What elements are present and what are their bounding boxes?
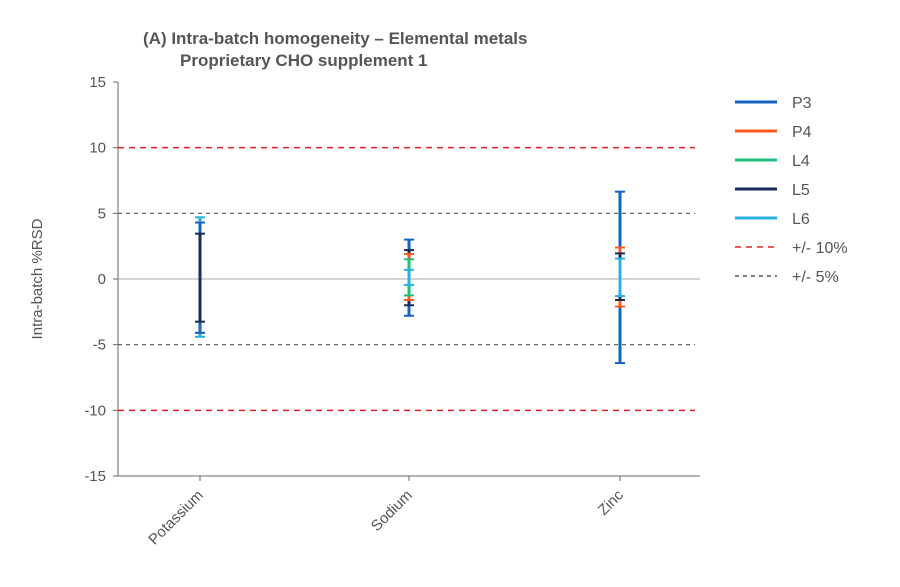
legend-label-L4: L4 <box>792 153 810 170</box>
y-tick-label: -15 <box>84 468 106 485</box>
legend-label-ref: +/- 5% <box>792 269 839 286</box>
subtitle-line: Proprietary CHO supplement 1 <box>180 51 428 70</box>
y-tick-label: -5 <box>93 337 106 354</box>
legend-label-L6: L6 <box>792 211 810 228</box>
legend-label-L5: L5 <box>792 182 810 199</box>
chart-title: (A) Intra-batch homogeneity – Elemental … <box>143 28 527 72</box>
x-tick-label: Sodium <box>368 487 416 535</box>
y-tick-label: 0 <box>98 271 106 288</box>
y-tick-label: 15 <box>89 74 106 91</box>
y-tick-label: 10 <box>89 140 106 157</box>
y-tick-label: 5 <box>98 205 106 222</box>
legend-label-P3: P3 <box>792 95 812 112</box>
legend-label-ref: +/- 10% <box>792 240 848 257</box>
x-tick-label: Potassium <box>145 487 207 549</box>
y-axis-label: Intra-batch %RSD <box>29 218 46 339</box>
title-line: (A) Intra-batch homogeneity – Elemental … <box>143 29 528 48</box>
y-tick-label: -10 <box>84 402 106 419</box>
x-tick-label: Zinc <box>595 486 627 518</box>
legend-label-P4: P4 <box>792 124 812 141</box>
